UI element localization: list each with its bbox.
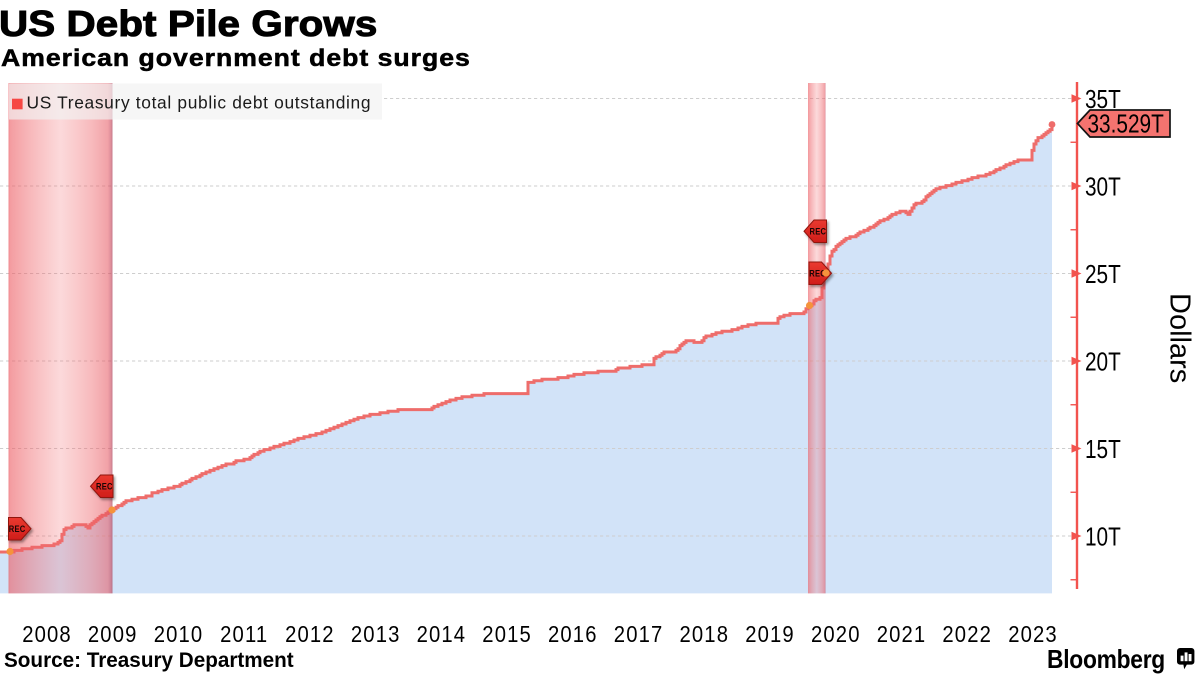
svg-text:REC: REC <box>810 226 827 237</box>
svg-text:10T: 10T <box>1085 523 1121 552</box>
svg-text:2015: 2015 <box>482 621 532 648</box>
svg-text:15T: 15T <box>1085 435 1121 464</box>
svg-text:2018: 2018 <box>680 621 730 648</box>
svg-text:REC: REC <box>96 481 113 492</box>
svg-text:20T: 20T <box>1085 348 1121 377</box>
svg-text:2021: 2021 <box>877 621 927 648</box>
svg-text:2009: 2009 <box>88 621 138 648</box>
svg-text:2010: 2010 <box>154 621 204 648</box>
svg-text:2012: 2012 <box>285 621 335 648</box>
svg-text:35T: 35T <box>1085 85 1121 114</box>
svg-text:REC: REC <box>9 523 26 534</box>
svg-text:2022: 2022 <box>942 621 992 648</box>
svg-text:30T: 30T <box>1085 173 1121 202</box>
svg-text:2017: 2017 <box>614 621 664 648</box>
svg-text:2011: 2011 <box>220 621 268 648</box>
svg-text:2008: 2008 <box>22 621 72 648</box>
svg-text:REC: REC <box>809 268 826 279</box>
svg-text:2023: 2023 <box>1008 621 1058 648</box>
svg-text:Dollars: Dollars <box>1164 293 1196 383</box>
svg-text:2014: 2014 <box>417 621 467 648</box>
svg-text:2016: 2016 <box>548 621 598 648</box>
svg-text:33.529T: 33.529T <box>1088 109 1164 138</box>
svg-text:2013: 2013 <box>351 621 401 648</box>
svg-text:2019: 2019 <box>745 621 795 648</box>
svg-text:US Treasury total public debt: US Treasury total public debt outstandin… <box>27 92 372 112</box>
svg-text:2020: 2020 <box>811 621 861 648</box>
svg-text:25T: 25T <box>1085 260 1121 289</box>
